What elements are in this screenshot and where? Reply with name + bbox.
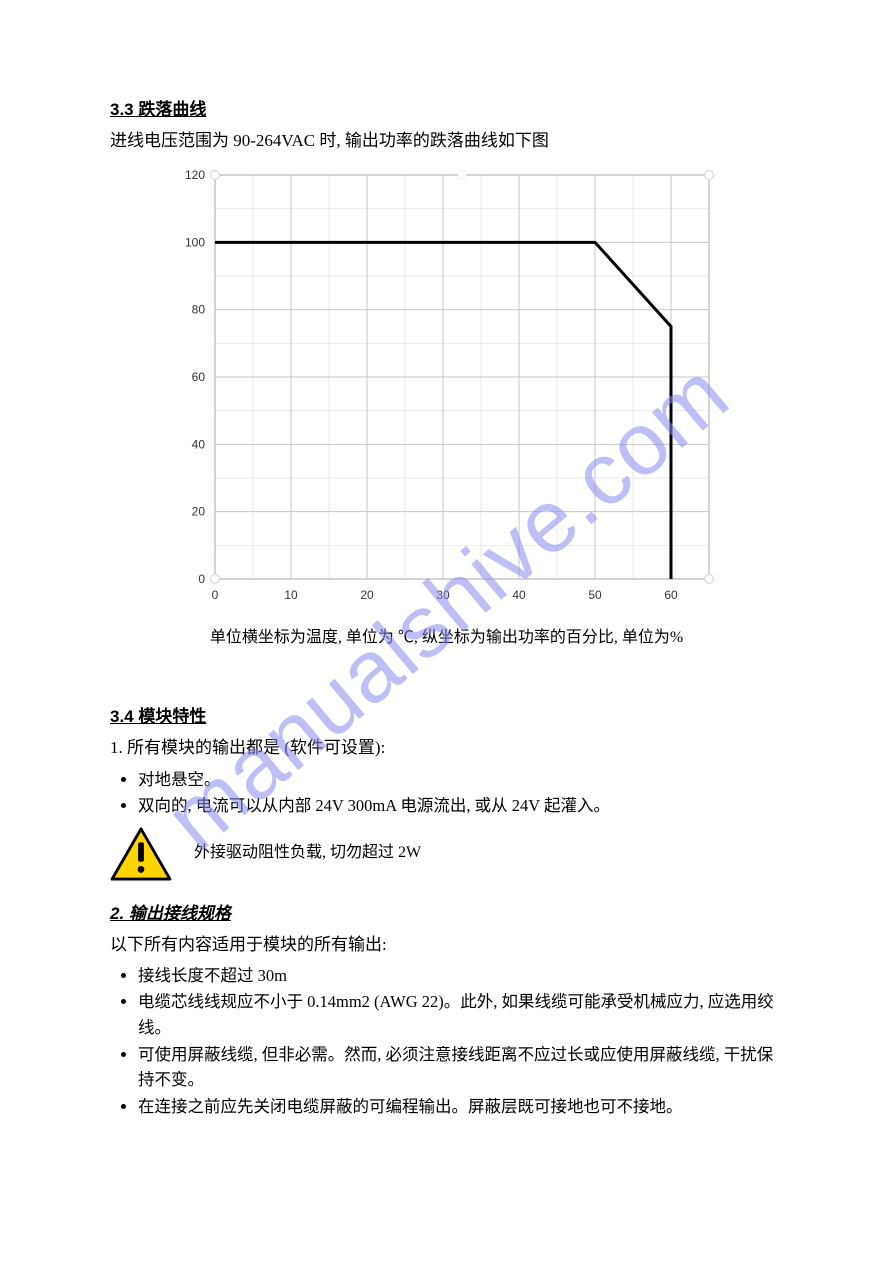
char-line1: 1. 所有模块的输出都是 (软件可设置): [110,737,783,758]
list-item: 在连接之前应先关闭电缆屏蔽的可编程输出。屏蔽层既可接地也可不接地。 [138,1094,783,1120]
svg-text:30: 30 [436,588,450,602]
svg-text:100: 100 [184,236,204,250]
wiring-heading: 2. 输出接线规格 [110,899,783,924]
chart-units: 单位横坐标为温度, 单位为 ℃, 纵坐标为输出功率的百分比, 单位为% [110,623,783,647]
section-heading-characteristics: 3.4 模块特性 [110,702,783,727]
list-item: 可使用屏蔽线缆, 但非必需。然而, 必须注意接线距离不应过长或应使用屏蔽线缆, … [138,1042,783,1093]
warning-row: 外接驱动阻性负载, 切勿超过 2W [110,827,783,881]
svg-text:50: 50 [588,588,602,602]
warning-icon [110,827,172,881]
derating-intro: 进线电压范围为 90-264VAC 时, 输出功率的跌落曲线如下图 [110,130,783,151]
svg-text:20: 20 [360,588,374,602]
svg-text:0: 0 [198,572,205,586]
char-bullets-2: 接线长度不超过 30m电缆芯线线规应不小于 0.14mm2 (AWG 22)。此… [110,963,783,1119]
svg-text:10: 10 [284,588,298,602]
svg-text:60: 60 [664,588,678,602]
list-item: 双向的, 电流可以从内部 24V 300mA 电源流出, 或从 24V 起灌入。 [138,793,783,819]
warning-text: 外接驱动阻性负载, 切勿超过 2W [194,843,421,864]
svg-text:120: 120 [184,168,204,182]
list-item: 电缆芯线线规应不小于 0.14mm2 (AWG 22)。此外, 如果线缆可能承受… [138,989,783,1040]
svg-text:40: 40 [191,438,205,452]
svg-text:40: 40 [512,588,526,602]
list-item: 对地悬空。 [138,767,783,793]
derating-chart: 0 10 20 30 40 50 60 0 20 40 60 80 100 120 [167,163,727,613]
char-bullets-1: 对地悬空。双向的, 电流可以从内部 24V 300mA 电源流出, 或从 24V… [110,767,783,819]
list-item: 接线长度不超过 30m [138,963,783,989]
section-heading-derating: 3.3 跌落曲线 [110,95,783,120]
svg-text:80: 80 [191,303,205,317]
svg-text:20: 20 [191,505,205,519]
svg-text:60: 60 [191,370,205,384]
wiring-intro: 以下所有内容适用于模块的所有输出: [110,934,783,955]
svg-text:0: 0 [211,588,218,602]
